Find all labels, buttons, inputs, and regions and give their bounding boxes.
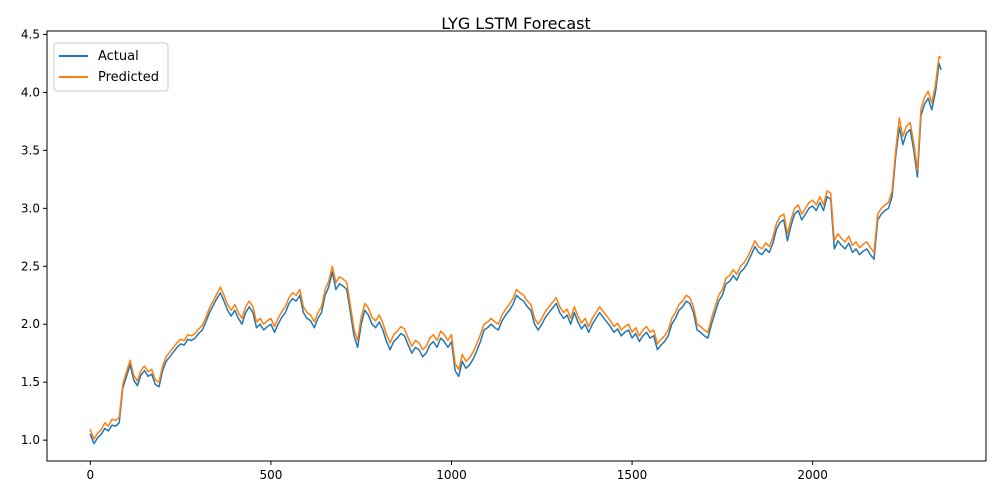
plot-area bbox=[46, 30, 987, 462]
x-tick-label: 1500 bbox=[617, 468, 648, 482]
series-layer bbox=[89, 55, 942, 445]
y-tick-label: 4.5 bbox=[21, 27, 40, 41]
x-tick-label: 0 bbox=[87, 468, 95, 482]
y-tick-label: 2.0 bbox=[21, 317, 40, 331]
series-line-predicted bbox=[89, 55, 942, 440]
y-tick-label: 1.5 bbox=[21, 375, 40, 389]
y-tick-label: 3.0 bbox=[21, 201, 40, 215]
legend-label-actual: Actual bbox=[98, 49, 139, 64]
x-tick-label: 2000 bbox=[797, 468, 828, 482]
plot-background bbox=[47, 31, 986, 461]
y-tick-label: 1.0 bbox=[21, 433, 40, 447]
legend-label-predicted: Predicted bbox=[98, 70, 159, 85]
y-axis: 1.0 1.5 2.0 2.5 3.0 3.5 4.0 4.5 bbox=[21, 27, 47, 447]
plot-border bbox=[46, 30, 987, 462]
chart-title: LYG LSTM Forecast bbox=[441, 14, 590, 33]
legend: Actual Predicted bbox=[53, 42, 169, 92]
x-tick-label: 1000 bbox=[436, 468, 467, 482]
y-tick-label: 4.0 bbox=[21, 85, 40, 99]
y-tick-label: 2.5 bbox=[21, 259, 40, 273]
x-axis: 0 500 1000 1500 2000 bbox=[87, 461, 828, 482]
x-tick-label: 500 bbox=[259, 468, 282, 482]
series-line-actual bbox=[89, 62, 942, 445]
y-tick-label: 3.5 bbox=[21, 143, 40, 157]
